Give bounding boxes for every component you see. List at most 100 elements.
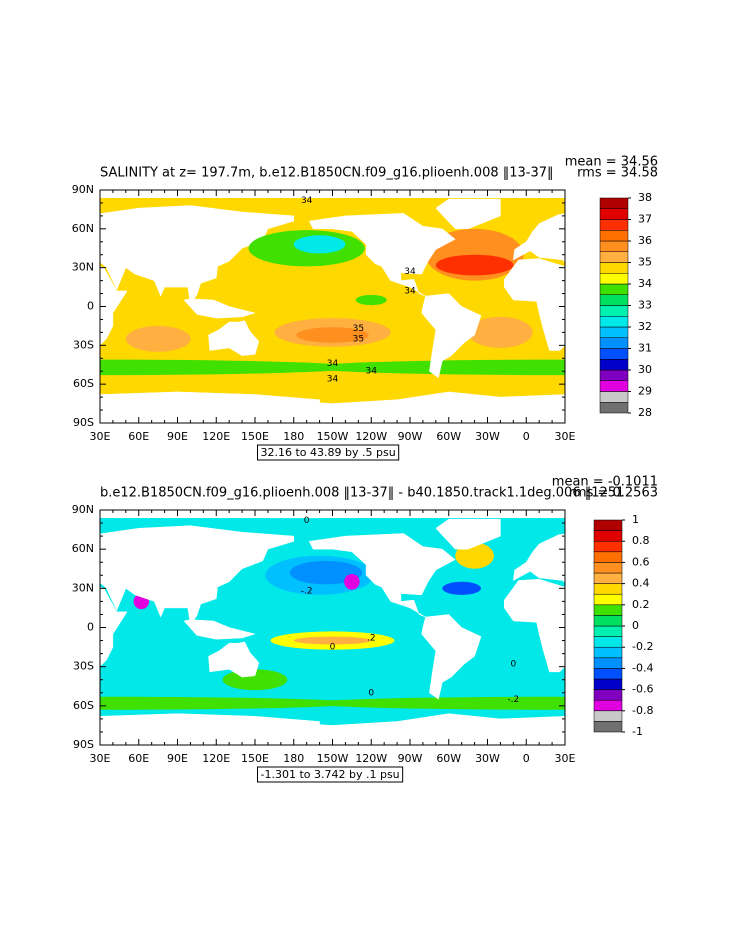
y-tick-label: 60N [72, 542, 94, 555]
x-tick-label: 120E [202, 430, 230, 443]
colorbar-label: 34 [638, 277, 652, 290]
x-tick-label: 90E [167, 752, 188, 765]
contour-label: 34 [327, 359, 339, 369]
x-tick-label: 150W [317, 430, 349, 443]
colorbar-label: 0.8 [632, 534, 650, 547]
colorbar-label: 38 [638, 191, 652, 204]
colorbar-band [599, 359, 629, 371]
stat-rms: rms = 34.58 [577, 166, 658, 181]
colorbar-band [593, 625, 623, 637]
y-tick-label: 0 [87, 621, 94, 634]
colorbar-band [593, 689, 623, 701]
x-tick-label: 30E [90, 430, 111, 443]
x-tick-label: 60E [128, 430, 149, 443]
map [100, 510, 565, 745]
colorbar-label: -0.2 [632, 640, 653, 653]
colorbar-label: 31 [638, 342, 652, 355]
colorbar-label: 32 [638, 320, 652, 333]
ocean-field [100, 359, 359, 376]
panel-title: SALINITY at z= 197.7m, b.e12.B1850CN.f09… [100, 166, 554, 181]
land [267, 391, 565, 423]
colorbar-band [599, 402, 629, 414]
colorbar-band [599, 391, 629, 403]
colorbar-band [599, 305, 629, 317]
y-tick-label: 30N [72, 581, 94, 594]
land [100, 586, 128, 668]
colorbar-band [599, 230, 629, 242]
x-tick-label: 90W [398, 430, 423, 443]
colorbar-label: 28 [638, 406, 652, 419]
colorbar-band [599, 294, 629, 306]
colorbar-band [593, 572, 623, 584]
colorbar-band [593, 530, 623, 542]
ocean-field [293, 636, 372, 645]
ocean-field [289, 560, 363, 585]
colorbar-band [593, 657, 623, 669]
colorbar-band [593, 551, 623, 563]
land [100, 266, 128, 346]
contour-label: 35 [353, 334, 364, 344]
contour-label: 34 [404, 286, 416, 296]
colorbar-label: 0.2 [632, 598, 650, 611]
colorbar-band [593, 646, 623, 659]
land [513, 533, 565, 584]
x-tick-label: 0 [523, 752, 530, 765]
range-note: 32.16 to 43.89 by .5 psu [261, 446, 396, 459]
stat-mean: mean = 34.56 [565, 155, 658, 170]
y-tick-label: 0 [87, 300, 94, 313]
land [504, 578, 565, 673]
colorbar-band [593, 519, 623, 531]
stat-rms: rms = 0.2563 [569, 486, 658, 501]
colorbar-label: 36 [638, 234, 652, 247]
x-tick-label: 30W [475, 430, 500, 443]
colorbar-label: 0.6 [632, 555, 650, 568]
colorbar-band [599, 316, 629, 328]
colorbar-band [599, 251, 629, 263]
x-tick-label: 150E [241, 430, 269, 443]
colorbar-band [593, 636, 623, 648]
colorbar-label: 29 [638, 385, 652, 398]
colorbar-band [599, 262, 629, 274]
colorbar-label: 33 [638, 299, 652, 312]
y-tick-label: 30S [73, 338, 94, 351]
ocean-field [125, 325, 191, 352]
y-tick-label: 30N [72, 261, 94, 274]
land [421, 293, 482, 379]
contour-label: -.2 [507, 695, 519, 705]
x-tick-label: 30E [555, 430, 576, 443]
land [208, 320, 260, 356]
colorbar-band [599, 240, 629, 252]
colorbar-label: 37 [638, 213, 652, 226]
colorbar-label: 1 [632, 513, 639, 526]
x-tick-label: 120W [355, 752, 387, 765]
colorbar-band [599, 283, 629, 295]
contour-label: 34 [366, 367, 378, 377]
x-tick-label: 180 [283, 752, 304, 765]
ocean-field [293, 235, 346, 254]
colorbar-band [593, 604, 623, 616]
colorbar-band [593, 699, 623, 712]
land [504, 258, 565, 351]
colorbar-band [593, 615, 623, 627]
x-tick-label: 0 [523, 430, 530, 443]
colorbar-band [599, 219, 629, 231]
y-tick-label: 90N [72, 183, 94, 196]
colorbar-label: 30 [638, 363, 652, 376]
land [308, 533, 456, 618]
contour-label: 34 [327, 374, 339, 384]
contour-label: 34 [404, 267, 416, 277]
colorbar-label: -0.8 [632, 704, 653, 717]
y-tick-label: 90S [73, 738, 94, 751]
land [435, 518, 501, 550]
contour-label: 0 [510, 660, 516, 670]
colorbar-label: -0.6 [632, 683, 653, 696]
colorbar-label: 0.4 [632, 577, 650, 590]
colorbar-label: 0 [632, 619, 639, 632]
colorbar-band [599, 197, 629, 209]
colorbar-band [593, 583, 623, 595]
colorbar-band [599, 369, 629, 381]
x-tick-label: 30E [90, 752, 111, 765]
range-note: -1.301 to 3.742 by .1 psu [261, 768, 400, 781]
land [100, 525, 294, 626]
